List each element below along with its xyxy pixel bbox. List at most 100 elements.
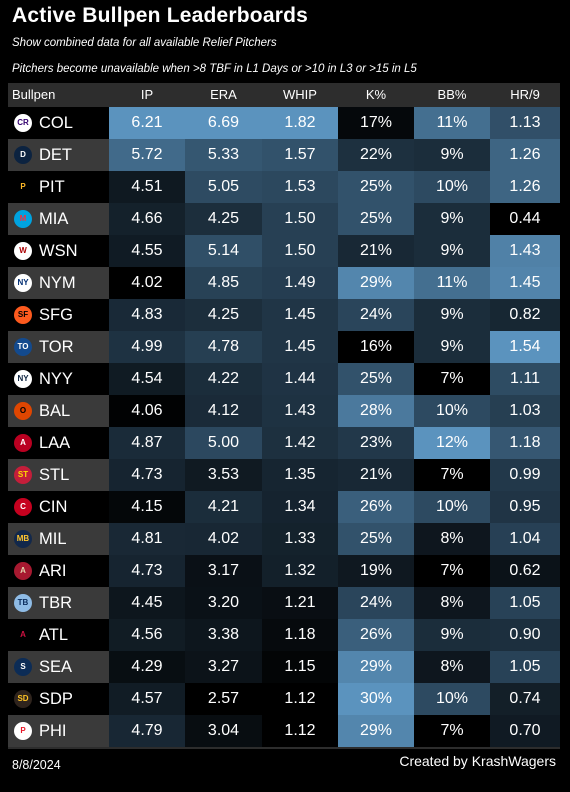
stat-cell-k: 28% (338, 395, 414, 427)
stat-cell-k: 21% (338, 459, 414, 491)
stat-cell-bb: 11% (414, 267, 490, 299)
stat-cell-whip: 1.33 (262, 523, 338, 555)
stat-cell-era: 3.53 (185, 459, 262, 491)
stat-cell-bb: 7% (414, 715, 490, 747)
table-row: W WSN 4.55 5.14 1.50 21% 9% 1.43 (8, 235, 560, 267)
table-row: A ATL 4.56 3.38 1.18 26% 9% 0.90 (8, 619, 560, 651)
team-cell: D DET (8, 139, 109, 171)
team-cell: TB TBR (8, 587, 109, 619)
stat-cell-hr9: 0.95 (490, 491, 560, 523)
team-abbreviation: WSN (39, 242, 78, 260)
stat-cell-hr9: 1.26 (490, 171, 560, 203)
stat-cell-hr9: 0.70 (490, 715, 560, 747)
stat-cell-ip: 4.83 (109, 299, 185, 331)
stat-cell-era: 3.20 (185, 587, 262, 619)
team-cell: CR COL (8, 107, 109, 139)
stat-cell-ip: 4.15 (109, 491, 185, 523)
table-row: TB TBR 4.45 3.20 1.21 24% 8% 1.05 (8, 587, 560, 619)
footer-credit: Created by KrashWagers (399, 753, 556, 769)
stat-cell-ip: 4.66 (109, 203, 185, 235)
availability-note: Pitchers become unavailable when >8 TBF … (12, 63, 417, 75)
stat-cell-era: 5.05 (185, 171, 262, 203)
stat-cell-era: 2.57 (185, 683, 262, 715)
bluejays-logo-icon: TO (14, 338, 32, 356)
table-row: A ARI 4.73 3.17 1.32 19% 7% 0.62 (8, 555, 560, 587)
team-cell: MB MIL (8, 523, 109, 555)
stat-cell-hr9: 0.44 (490, 203, 560, 235)
stat-cell-bb: 9% (414, 299, 490, 331)
mariners-logo-icon: S (14, 658, 32, 676)
stat-cell-hr9: 0.82 (490, 299, 560, 331)
stat-cell-whip: 1.21 (262, 587, 338, 619)
team-abbreviation: TBR (39, 594, 72, 612)
stat-cell-k: 25% (338, 523, 414, 555)
stat-cell-k: 24% (338, 299, 414, 331)
stat-cell-hr9: 1.04 (490, 523, 560, 555)
stat-cell-era: 3.04 (185, 715, 262, 747)
stat-cell-whip: 1.43 (262, 395, 338, 427)
stat-cell-ip: 4.73 (109, 459, 185, 491)
table-row: SF SFG 4.83 4.25 1.45 24% 9% 0.82 (8, 299, 560, 331)
team-abbreviation: CIN (39, 498, 68, 516)
stat-cell-era: 4.25 (185, 299, 262, 331)
stat-cell-era: 6.69 (185, 107, 262, 139)
stat-cell-hr9: 1.11 (490, 363, 560, 395)
stat-cell-bb: 10% (414, 171, 490, 203)
stat-cell-ip: 4.51 (109, 171, 185, 203)
angels-logo-icon: A (14, 434, 32, 452)
stat-cell-hr9: 1.26 (490, 139, 560, 171)
stat-cell-k: 25% (338, 203, 414, 235)
stat-cell-era: 3.38 (185, 619, 262, 651)
stat-cell-whip: 1.45 (262, 331, 338, 363)
team-abbreviation: PHI (39, 722, 67, 740)
stat-cell-k: 19% (338, 555, 414, 587)
team-cell: ST STL (8, 459, 109, 491)
stat-cell-hr9: 1.54 (490, 331, 560, 363)
team-cell: P PIT (8, 171, 109, 203)
team-abbreviation: COL (39, 114, 73, 132)
tigers-logo-icon: D (14, 146, 32, 164)
marlins-logo-icon: M (14, 210, 32, 228)
team-cell: SF SFG (8, 299, 109, 331)
column-header: K% (365, 87, 387, 102)
stat-cell-whip: 1.50 (262, 235, 338, 267)
table-row: P PHI 4.79 3.04 1.12 29% 7% 0.70 (8, 715, 560, 747)
stat-cell-bb: 9% (414, 203, 490, 235)
team-abbreviation: MIA (39, 210, 69, 228)
stat-cell-era: 4.12 (185, 395, 262, 427)
team-cell: P PHI (8, 715, 109, 747)
stat-cell-k: 26% (338, 491, 414, 523)
stat-cell-bb: 10% (414, 395, 490, 427)
stat-cell-ip: 4.29 (109, 651, 185, 683)
table-row: D DET 5.72 5.33 1.57 22% 9% 1.26 (8, 139, 560, 171)
stat-cell-whip: 1.12 (262, 683, 338, 715)
team-cell: A ARI (8, 555, 109, 587)
stat-cell-hr9: 0.74 (490, 683, 560, 715)
stat-cell-bb: 9% (414, 139, 490, 171)
team-cell: O BAL (8, 395, 109, 427)
table-row: NY NYY 4.54 4.22 1.44 25% 7% 1.11 (8, 363, 560, 395)
table-row: TO TOR 4.99 4.78 1.45 16% 9% 1.54 (8, 331, 560, 363)
stat-cell-ip: 4.81 (109, 523, 185, 555)
table-row: NY NYM 4.02 4.85 1.49 29% 11% 1.45 (8, 267, 560, 299)
stat-cell-ip: 4.99 (109, 331, 185, 363)
table-row: M MIA 4.66 4.25 1.50 25% 9% 0.44 (8, 203, 560, 235)
mets-logo-icon: NY (14, 274, 32, 292)
stat-cell-hr9: 1.18 (490, 427, 560, 459)
stat-cell-ip: 4.87 (109, 427, 185, 459)
team-abbreviation: PIT (39, 178, 65, 196)
table-row: MB MIL 4.81 4.02 1.33 25% 8% 1.04 (8, 523, 560, 555)
stat-cell-ip: 4.55 (109, 235, 185, 267)
stat-cell-era: 5.33 (185, 139, 262, 171)
stat-cell-hr9: 1.05 (490, 587, 560, 619)
page-subtitle: Show combined data for all available Rel… (12, 37, 277, 49)
stat-cell-bb: 10% (414, 491, 490, 523)
stat-cell-bb: 8% (414, 587, 490, 619)
stat-cell-ip: 4.06 (109, 395, 185, 427)
team-cell: W WSN (8, 235, 109, 267)
stat-cell-k: 25% (338, 171, 414, 203)
team-abbreviation: SFG (39, 306, 73, 324)
team-abbreviation: STL (39, 466, 70, 484)
column-header: ERA (210, 87, 237, 102)
stat-cell-era: 4.02 (185, 523, 262, 555)
